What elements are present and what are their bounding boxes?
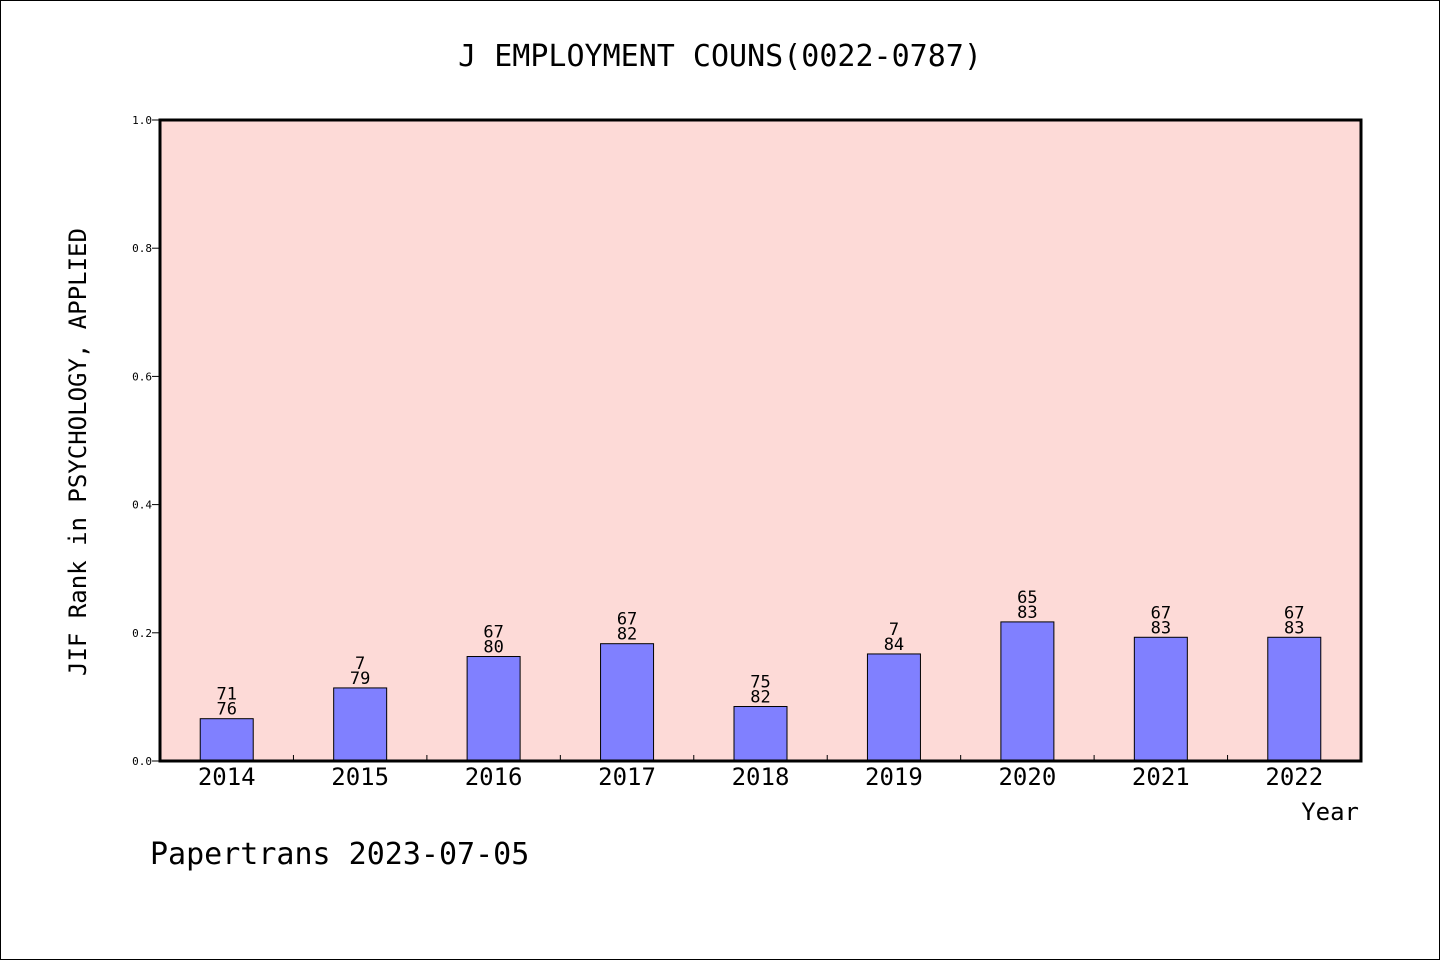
x-tick-label: 2015	[331, 763, 389, 791]
bar-total-label: 80	[483, 638, 503, 658]
x-axis: 2014 2015 2016 2017 2018 2019 2020 2021 2022	[198, 755, 1323, 791]
bar	[1000, 621, 1055, 762]
bar-rank-label: 71	[216, 685, 236, 705]
bar-total-label: 84	[884, 635, 904, 655]
chart-title: J EMPLOYMENT COUNS(0022-0787)	[458, 39, 982, 74]
x-tick-label: 2016	[465, 763, 523, 791]
bar-rank-label: 67	[1151, 603, 1171, 623]
bar	[466, 656, 521, 762]
bar-total-label: 79	[350, 669, 370, 689]
y-tick-label: 0.2	[132, 627, 152, 640]
bar-total-label: 83	[1017, 603, 1037, 623]
y-tick-label: 0.0	[132, 755, 152, 768]
y-axis: 0.0 0.2 0.4 0.6 0.8 1.0	[132, 114, 160, 768]
x-axis-label: Year	[1301, 798, 1359, 826]
bar	[866, 653, 921, 762]
bar-total-label: 82	[750, 688, 770, 708]
y-tick-label: 1.0	[132, 114, 152, 127]
bar	[1133, 636, 1188, 762]
bar-total-label: 83	[1284, 618, 1304, 638]
bar	[600, 643, 655, 762]
x-tick-label: 2020	[998, 763, 1056, 791]
x-tick-label: 2014	[198, 763, 256, 791]
bar	[1267, 636, 1322, 762]
y-axis-label: JIF Rank in PSYCHOLOGY, APPLIED	[64, 228, 92, 676]
y-tick-label: 0.4	[132, 499, 152, 512]
bar-series	[199, 621, 1322, 762]
footer-credit: Papertrans 2023-07-05	[150, 837, 529, 872]
bar	[199, 718, 254, 762]
bar	[733, 706, 788, 762]
bar-rank-label: 67	[617, 610, 637, 630]
x-tick-label: 2019	[865, 763, 923, 791]
bar	[333, 687, 388, 762]
bar-total-label: 83	[1151, 618, 1171, 638]
bar-rank-label: 65	[1017, 588, 1037, 608]
x-tick-label: 2018	[732, 763, 790, 791]
bar-rank-label: 75	[750, 673, 770, 693]
x-tick-label: 2022	[1265, 763, 1323, 791]
bar-rank-label: 7	[889, 620, 899, 640]
x-tick-label: 2017	[598, 763, 656, 791]
bar-rank-label: 67	[483, 623, 503, 643]
y-tick-label: 0.8	[132, 242, 152, 255]
bar-rank-label: 67	[1284, 603, 1304, 623]
x-tick-label: 2021	[1132, 763, 1190, 791]
bar-total-label: 82	[617, 625, 637, 645]
y-tick-label: 0.6	[132, 370, 152, 383]
plot-border	[158, 118, 1363, 763]
bar-rank-label: 7	[355, 654, 365, 674]
bar-total-label: 76	[216, 700, 236, 720]
